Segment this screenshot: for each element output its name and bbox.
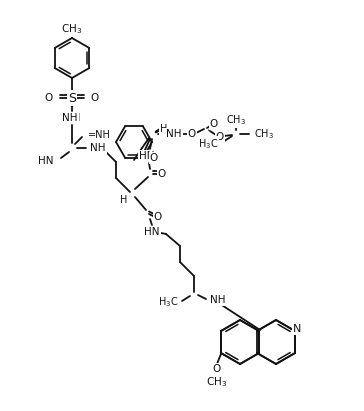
Text: O: O: [210, 119, 218, 129]
Text: NH: NH: [166, 129, 182, 139]
Text: O: O: [216, 132, 224, 142]
Text: HN: HN: [144, 227, 160, 237]
Text: H$_3$C: H$_3$C: [158, 295, 178, 309]
Text: NH: NH: [90, 143, 106, 153]
Text: H: H: [160, 124, 168, 134]
Text: CH$_3$: CH$_3$: [206, 375, 228, 389]
Text: N: N: [293, 324, 301, 334]
Text: CH$_3$: CH$_3$: [226, 113, 246, 127]
Text: NH: NH: [62, 113, 78, 123]
Text: O: O: [154, 212, 162, 222]
Text: CH$_3$: CH$_3$: [62, 22, 83, 36]
Text: O: O: [150, 153, 158, 163]
Text: O: O: [188, 129, 196, 139]
Text: HN: HN: [139, 151, 155, 161]
Text: O: O: [45, 93, 53, 103]
Text: S: S: [68, 92, 76, 104]
Text: N: N: [73, 113, 81, 123]
Text: H: H: [120, 195, 128, 205]
Text: O: O: [91, 93, 99, 103]
Text: HN: HN: [39, 156, 54, 166]
Text: O: O: [158, 169, 166, 179]
Text: O: O: [213, 364, 221, 374]
Text: NH: NH: [210, 295, 226, 305]
Text: H$_3$C: H$_3$C: [198, 137, 218, 151]
Text: =NH: =NH: [88, 130, 111, 140]
Text: CH$_3$: CH$_3$: [254, 127, 274, 141]
Text: H: H: [65, 113, 72, 123]
